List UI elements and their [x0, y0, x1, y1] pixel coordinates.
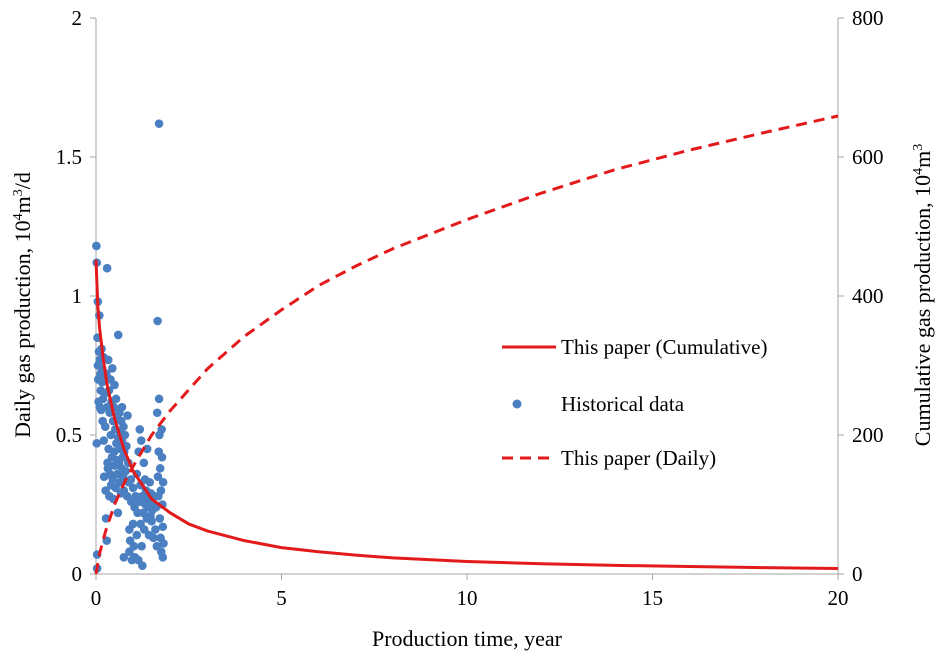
y-right-tick-label: 0: [852, 562, 863, 586]
scatter-point: [153, 472, 163, 482]
y-right-tick-group: 0 200 400 600 800: [838, 6, 884, 586]
scatter-point: [108, 363, 117, 373]
y-left-title-exp2: 3: [11, 189, 26, 196]
scatter-point: [157, 452, 167, 462]
scatter-point: [128, 519, 138, 529]
scatter-point: [159, 539, 168, 548]
scatter-point: [113, 330, 123, 340]
scatter-point: [119, 553, 129, 562]
x-tick-label: 20: [828, 586, 849, 610]
legend: This paper (Cumulative) Historical data …: [502, 335, 767, 470]
scatter-point: [157, 425, 166, 434]
scatter-point: [154, 394, 164, 404]
y-left-title-exp1: 4: [11, 213, 26, 220]
legend-label-daily: This paper (Daily): [561, 446, 716, 470]
y-right-tick-label: 200: [852, 423, 884, 447]
y-left-tick-label: 2: [72, 6, 83, 30]
legend-label-cumulative: This paper (Cumulative): [561, 335, 767, 359]
legend-label-historical: Historical data: [561, 392, 685, 416]
y-right-tick-label: 800: [852, 6, 884, 30]
x-tick-label: 10: [457, 586, 478, 610]
scatter-point: [139, 458, 149, 468]
scatter-point: [132, 530, 142, 540]
scatter-point: [120, 430, 130, 440]
y-left-tick-label: 0.5: [56, 423, 82, 447]
scatter-point: [138, 561, 147, 570]
scatter-point: [154, 119, 164, 128]
y-axis-right-title: Cumulative gas production, 104m3: [910, 144, 935, 446]
y-left-tick-label: 1.5: [56, 145, 82, 169]
scatter-point: [92, 439, 102, 448]
series-line-daily: [94, 114, 839, 575]
y-left-title-suffix: /d: [10, 172, 35, 189]
scatter-point: [117, 402, 127, 412]
scatter-point: [156, 486, 166, 495]
y-right-tick-label: 600: [852, 145, 884, 169]
scatter-point: [155, 464, 165, 473]
y-left-tick-group: 0 0.5 1 1.5 2: [56, 6, 96, 586]
scatter-point: [149, 533, 158, 543]
scatter-point: [158, 553, 168, 562]
y-right-title-prefix: Cumulative gas production, 10: [910, 175, 935, 446]
scatter-point: [158, 477, 168, 487]
scatter-point: [102, 263, 112, 273]
scatter-point: [103, 355, 113, 365]
scatter-point: [110, 380, 119, 390]
scatter-point: [100, 422, 110, 431]
scatter-point: [129, 541, 139, 551]
scatter-layer: [92, 119, 168, 573]
scatter-point: [123, 411, 132, 420]
x-tick-label: 15: [642, 586, 663, 610]
x-axis-title: Production time, year: [372, 626, 563, 651]
y-right-tick-label: 400: [852, 284, 884, 308]
x-tick-group: 0 5 10 15 20: [91, 574, 849, 610]
scatter-point: [153, 316, 162, 326]
scatter-point: [99, 436, 109, 445]
scatter-point: [119, 422, 128, 431]
scatter-point: [147, 516, 156, 526]
y-left-title-prefix: Daily gas production, 10: [10, 220, 35, 438]
scatter-point: [126, 475, 136, 484]
scatter-point: [128, 483, 138, 493]
scatter-point: [139, 525, 149, 534]
scatter-point: [151, 525, 160, 534]
y-left-title-mid: m: [10, 196, 35, 213]
scatter-point: [152, 408, 162, 418]
scatter-point: [92, 241, 101, 251]
scatter-point: [145, 477, 155, 487]
y-right-title-mid: m: [910, 151, 935, 168]
scatter-point: [136, 436, 146, 445]
scatter-point: [113, 508, 123, 518]
y-right-title-exp2: 3: [911, 144, 926, 151]
legend-swatch-historical: [512, 399, 522, 409]
x-tick-label: 0: [91, 586, 102, 610]
scatter-point: [155, 514, 165, 523]
scatter-point: [111, 394, 121, 404]
scatter-point: [108, 475, 117, 484]
scatter-point: [137, 541, 146, 551]
y-axis-left-title: Daily gas production, 104m3/d: [10, 172, 35, 438]
scatter-point: [121, 466, 130, 476]
x-tick-label: 5: [276, 586, 287, 610]
series-line-cumulative: [94, 259, 839, 570]
y-right-title-exp1: 4: [911, 168, 926, 175]
scatter-point: [135, 425, 145, 434]
scatter-point: [158, 522, 168, 532]
y-left-tick-label: 0: [72, 562, 83, 586]
y-left-tick-label: 1: [72, 284, 83, 308]
scatter-point: [142, 444, 152, 454]
